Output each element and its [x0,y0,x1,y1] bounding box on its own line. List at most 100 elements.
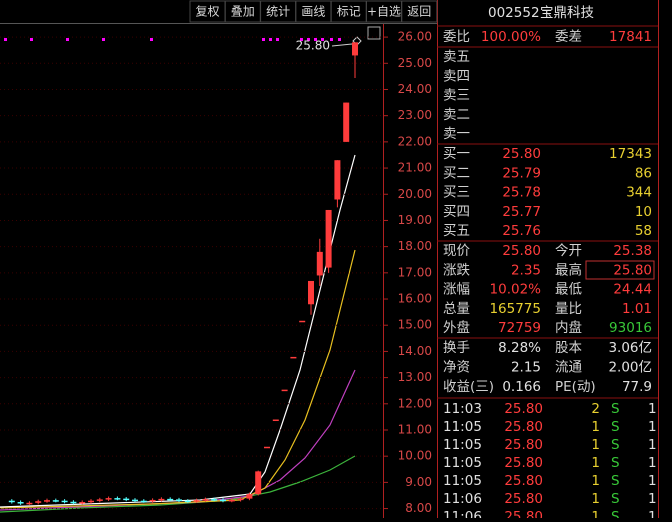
candle-body [272,419,279,422]
y-tick-label: 11.00 [398,422,432,436]
bid-volume: 58 [635,223,652,239]
label: 涨幅 [443,282,470,298]
bid-price: 25.78 [502,185,541,201]
trade-count: 1 [648,437,657,453]
ask-label: 卖二 [443,107,470,123]
value: 17841 [609,29,652,45]
bid-label: 买二 [443,165,470,181]
candle-body [184,500,191,503]
marker-line [331,43,353,47]
candle-body [228,499,235,502]
y-tick-label: 22.00 [398,134,432,148]
trade-volume: 1 [591,509,600,518]
candle-body [246,494,253,499]
trade-volume: 1 [591,437,600,453]
value: 25.38 [613,243,652,259]
stock-code: 002552 [488,5,540,21]
trade-time: 11:05 [443,419,482,435]
value: 25.80 [613,262,652,278]
trade-side: S [611,437,620,453]
candle-body [44,500,50,502]
trade-count: 1 [648,491,657,507]
trade-price: 25.80 [504,419,543,435]
label: 今开 [555,243,582,259]
bid-price: 25.80 [502,146,541,162]
candle-body [308,280,314,305]
label: 股本 [555,340,583,356]
y-tick-label: 15.00 [398,318,432,332]
trade-volume: 1 [591,419,600,435]
bid-label: 买五 [443,223,470,239]
value: 25.80 [502,243,541,259]
trade-price: 25.80 [504,401,543,417]
ask-label: 卖四 [443,68,470,84]
y-tick-label: 9.00 [405,475,432,489]
label: 总量 [443,301,470,317]
y-tick-label: 16.00 [398,292,432,306]
toolbar-button[interactable] [401,0,438,23]
trade-side: S [611,419,620,435]
candle-body [158,498,165,501]
bid-label: 买三 [443,185,470,201]
candle-body [61,500,68,503]
label: 量比 [555,301,582,317]
moving-averages [0,154,356,513]
ask-label: 卖五 [443,49,470,65]
candle-body [35,501,42,503]
candle-body [264,446,270,449]
candle-body [193,500,200,502]
toolbar-label: 复权 [195,5,219,19]
candle-body [290,356,297,359]
candle-body [167,498,174,501]
value: 0.166 [502,379,541,395]
y-tick-label: 17.00 [398,265,432,279]
candle-body [316,251,323,276]
candle-body [123,498,130,501]
trade-count: 1 [648,473,657,489]
trade-price: 25.80 [504,437,543,453]
label: 最高 [555,261,582,278]
y-tick-label: 12.00 [398,396,432,410]
tb: 复权 叠加 统计 画线 标记 +自选 返回 [189,0,438,23]
trade-time: 11:03 [443,401,482,417]
trade-price: 25.80 [504,455,543,471]
label: 委比 [443,29,470,45]
label: 流通 [555,360,583,376]
candle-body [281,389,288,392]
candle-body [334,160,341,200]
trade-volume: 1 [591,455,600,471]
value: 1.01 [622,301,652,317]
trade-count: 1 [648,509,657,518]
value: 2.15 [511,360,541,376]
candle-body [26,502,33,505]
y-tick-label: 10.00 [398,449,432,463]
trade-side: S [611,491,620,507]
stock-name: 宝鼎科技 [540,5,594,21]
label: 外盘 [443,319,470,336]
chart-toggle[interactable] [367,26,381,40]
bid-label: 买一 [443,146,470,162]
label: 涨跌 [443,262,470,278]
candle-body [79,502,86,504]
trade-count: 1 [648,401,657,417]
bid-volume: 17343 [609,146,652,162]
y-tick-label: 14.00 [398,344,432,358]
trade-time: 11:06 [443,491,482,507]
candle-body [140,500,147,503]
y-tick-label: 8.00 [405,501,432,515]
label: 收益(三) [443,379,494,395]
candle-body [220,499,226,502]
candle-body [299,320,306,323]
bid-volume: 10 [635,204,652,220]
candle-body [149,499,156,502]
trade-volume: 2 [591,401,600,417]
y-tick-label: 23.00 [398,108,432,122]
y-tick-label: 19.00 [398,213,432,227]
candle-body [17,502,24,504]
trade-time: 11:06 [443,509,482,518]
y-tick-label: 18.00 [398,239,432,253]
trade-time: 11:05 [443,455,482,471]
candle-body [132,499,138,502]
